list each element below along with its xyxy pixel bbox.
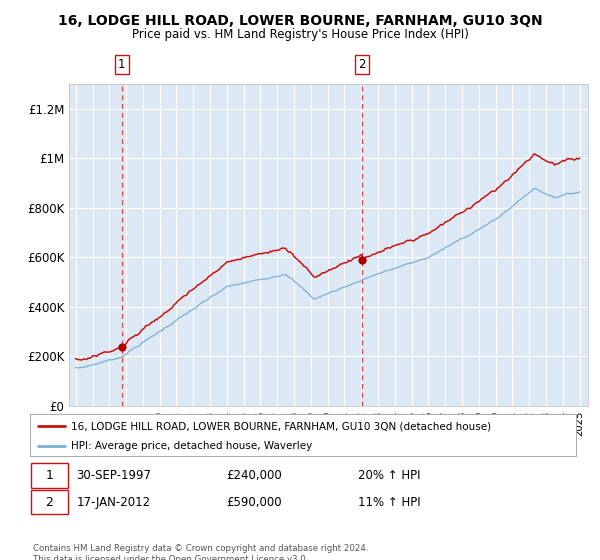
Text: HPI: Average price, detached house, Waverley: HPI: Average price, detached house, Wave… xyxy=(71,441,312,451)
Text: £590,000: £590,000 xyxy=(227,496,282,508)
Text: 16, LODGE HILL ROAD, LOWER BOURNE, FARNHAM, GU10 3QN: 16, LODGE HILL ROAD, LOWER BOURNE, FARNH… xyxy=(58,14,542,28)
Text: 17-JAN-2012: 17-JAN-2012 xyxy=(76,496,151,508)
Text: Contains HM Land Registry data © Crown copyright and database right 2024.
This d: Contains HM Land Registry data © Crown c… xyxy=(33,544,368,560)
Text: 11% ↑ HPI: 11% ↑ HPI xyxy=(358,496,420,508)
Text: £240,000: £240,000 xyxy=(227,469,283,482)
Text: 1: 1 xyxy=(118,58,125,71)
FancyBboxPatch shape xyxy=(31,490,68,515)
Text: 2: 2 xyxy=(46,496,53,508)
Text: Price paid vs. HM Land Registry's House Price Index (HPI): Price paid vs. HM Land Registry's House … xyxy=(131,28,469,41)
Text: 16, LODGE HILL ROAD, LOWER BOURNE, FARNHAM, GU10 3QN (detached house): 16, LODGE HILL ROAD, LOWER BOURNE, FARNH… xyxy=(71,421,491,431)
Text: 30-SEP-1997: 30-SEP-1997 xyxy=(76,469,151,482)
FancyBboxPatch shape xyxy=(31,463,68,488)
Text: 2: 2 xyxy=(358,58,366,71)
Text: 1: 1 xyxy=(46,469,53,482)
Text: 20% ↑ HPI: 20% ↑ HPI xyxy=(358,469,420,482)
